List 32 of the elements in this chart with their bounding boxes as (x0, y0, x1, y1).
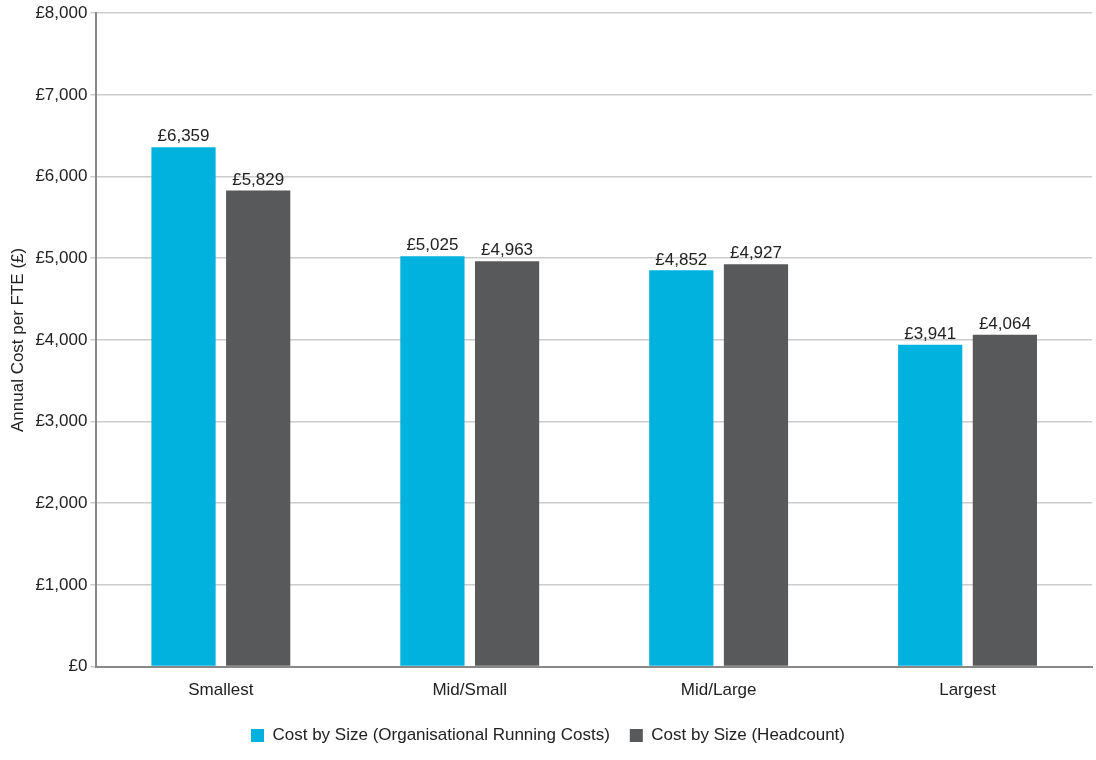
x-tick-label: Smallest (188, 680, 254, 700)
data-label: £5,829 (232, 169, 285, 189)
legend-label: Cost by Size (Headcount) (651, 725, 846, 745)
data-label: £4,927 (729, 243, 782, 263)
y-tick-label: £7,000 (35, 84, 88, 104)
y-tick-label: £3,000 (35, 411, 88, 431)
x-tick-label: Mid/Large (680, 680, 757, 700)
y-tick-label: £8,000 (35, 2, 88, 22)
bar (898, 344, 963, 666)
bar (972, 334, 1037, 666)
y-tick-label: £5,000 (35, 247, 88, 267)
bar (649, 270, 714, 666)
data-label: £3,941 (904, 323, 957, 343)
bar (474, 261, 540, 666)
bar (400, 256, 465, 666)
data-label: £4,963 (481, 240, 534, 260)
x-tick-label: Mid/Small (432, 680, 508, 700)
data-label: £4,852 (655, 249, 708, 269)
data-label: £5,025 (406, 235, 459, 255)
bar (723, 264, 789, 666)
y-axis-title: Annual Cost per FTE (£) (7, 247, 27, 433)
legend-label: Cost by Size (Organisational Running Costs) (272, 725, 610, 745)
data-label: £6,359 (157, 126, 210, 146)
data-label: £4,064 (978, 313, 1031, 333)
y-tick-label: £1,000 (35, 574, 88, 594)
bar (226, 190, 291, 666)
bar (151, 147, 216, 666)
y-tick-label: £0 (68, 656, 88, 676)
y-tick-label: £4,000 (35, 329, 88, 349)
y-tick-label: £6,000 (35, 166, 88, 186)
x-tick-label: Largest (939, 680, 997, 700)
y-tick-label: £2,000 (35, 492, 88, 512)
